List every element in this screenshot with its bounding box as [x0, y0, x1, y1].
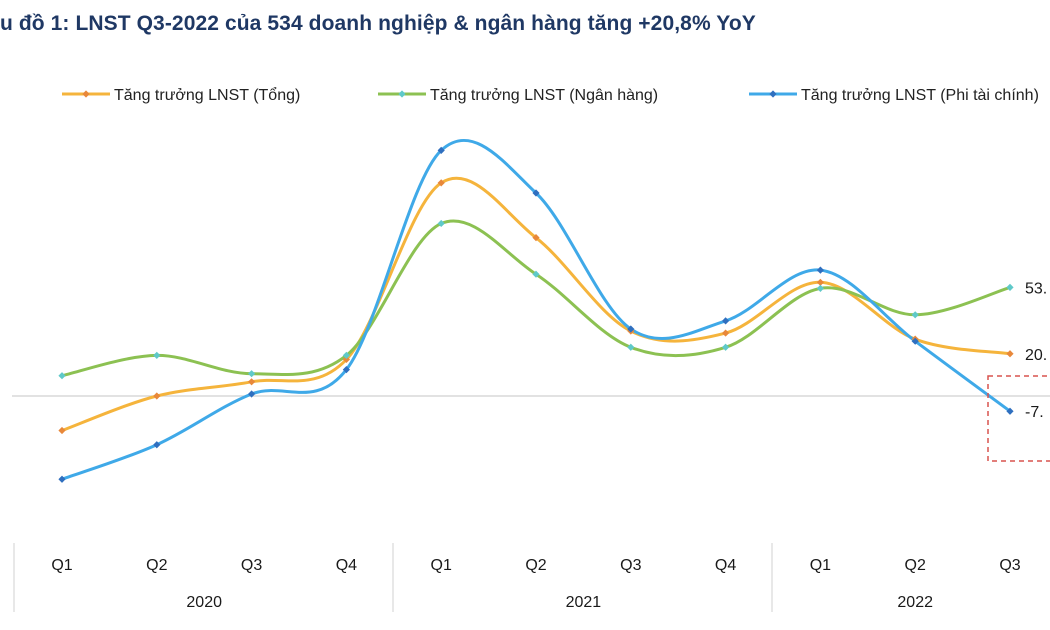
chart-title: u đồ 1: LNST Q3-2022 của 534 doanh nghiệ… [0, 12, 756, 35]
point-bank-0 [58, 372, 66, 380]
x-tick-label-6: Q3 [620, 557, 641, 574]
point-nonfin-5 [532, 189, 540, 197]
point-bank-2 [248, 370, 256, 378]
legend-marker-total [82, 90, 90, 98]
x-tick-label-5: Q2 [525, 557, 546, 574]
series-markers [58, 146, 1014, 483]
legend-marker-bank [398, 90, 406, 98]
point-total-2 [248, 378, 256, 386]
point-bank-1 [153, 351, 161, 359]
legend-label-bank: Tăng trưởng LNST (Ngân hàng) [430, 87, 658, 104]
series-line-nonfin [60, 138, 1012, 481]
legend: Tăng trưởng LNST (Tổng) Tăng trưởng LNST … [62, 86, 1039, 104]
point-bank-8 [816, 284, 824, 293]
x-tick-label-1: Q2 [146, 557, 167, 574]
highlight-box [987, 375, 1050, 462]
point-bank-7 [722, 343, 730, 351]
point-nonfin-6 [627, 325, 635, 333]
point-bank-6 [627, 343, 635, 351]
point-total-3 [342, 355, 350, 364]
point-total-5 [532, 234, 540, 242]
series-line-total [60, 176, 1012, 432]
point-total-4 [437, 179, 445, 187]
point-bank-10 [1006, 283, 1014, 291]
x-group-label-2020: 2020 [186, 594, 222, 611]
point-bank-3 [342, 351, 350, 359]
x-tick-label-4: Q1 [431, 557, 452, 574]
point-nonfin-4 [437, 146, 445, 154]
series-layer [58, 138, 1014, 483]
x-tick-label-10: Q3 [999, 557, 1020, 574]
x-axis: Q1 Q2 Q3 Q4 Q1 Q2 Q3 Q4 Q1 Q2 Q3 2020 2021 2022 [13, 543, 1021, 612]
point-bank-5 [532, 270, 540, 278]
point-nonfin-7 [722, 317, 730, 325]
point-total-0 [58, 426, 66, 435]
point-nonfin-10 [1006, 407, 1014, 415]
point-nonfin-9 [911, 337, 919, 345]
point-total-10 [1006, 350, 1014, 358]
legend-label-nonfin: Tăng trưởng LNST (Phi tài chính) [801, 87, 1039, 104]
x-group-label-2022: 2022 [897, 594, 933, 611]
point-total-7 [722, 329, 730, 337]
point-total-8 [816, 278, 824, 286]
point-nonfin-1 [153, 441, 161, 449]
legend-item-total: Tăng trưởng LNST (Tổng) [62, 86, 300, 104]
end-label-total: 20. [1025, 347, 1047, 364]
point-total-1 [153, 392, 161, 400]
point-bank-4 [437, 219, 445, 228]
legend-item-bank: Tăng trưởng LNST (Ngân hàng) [378, 87, 658, 104]
x-group-label-2021: 2021 [566, 594, 602, 611]
point-nonfin-2 [248, 390, 256, 398]
legend-item-nonfin: Tăng trưởng LNST (Phi tài chính) [749, 87, 1039, 104]
legend-label-total: Tăng trưởng LNST (Tổng) [114, 86, 300, 104]
x-tick-label-8: Q1 [810, 557, 831, 574]
point-bank-9 [911, 311, 919, 319]
x-tick-label-0: Q1 [51, 557, 72, 574]
end-label-bank: 53. [1025, 280, 1047, 297]
legend-marker-nonfin [769, 90, 777, 98]
point-nonfin-3 [342, 366, 350, 374]
x-tick-label-3: Q4 [336, 557, 357, 574]
x-tick-label-2: Q3 [241, 557, 262, 574]
x-tick-label-9: Q2 [905, 557, 926, 574]
x-tick-label-7: Q4 [715, 557, 736, 574]
end-labels: 53. 20. -7. [1025, 280, 1047, 421]
point-nonfin-8 [816, 266, 824, 274]
end-label-nonfin: -7. [1025, 404, 1044, 421]
point-nonfin-0 [58, 475, 66, 483]
